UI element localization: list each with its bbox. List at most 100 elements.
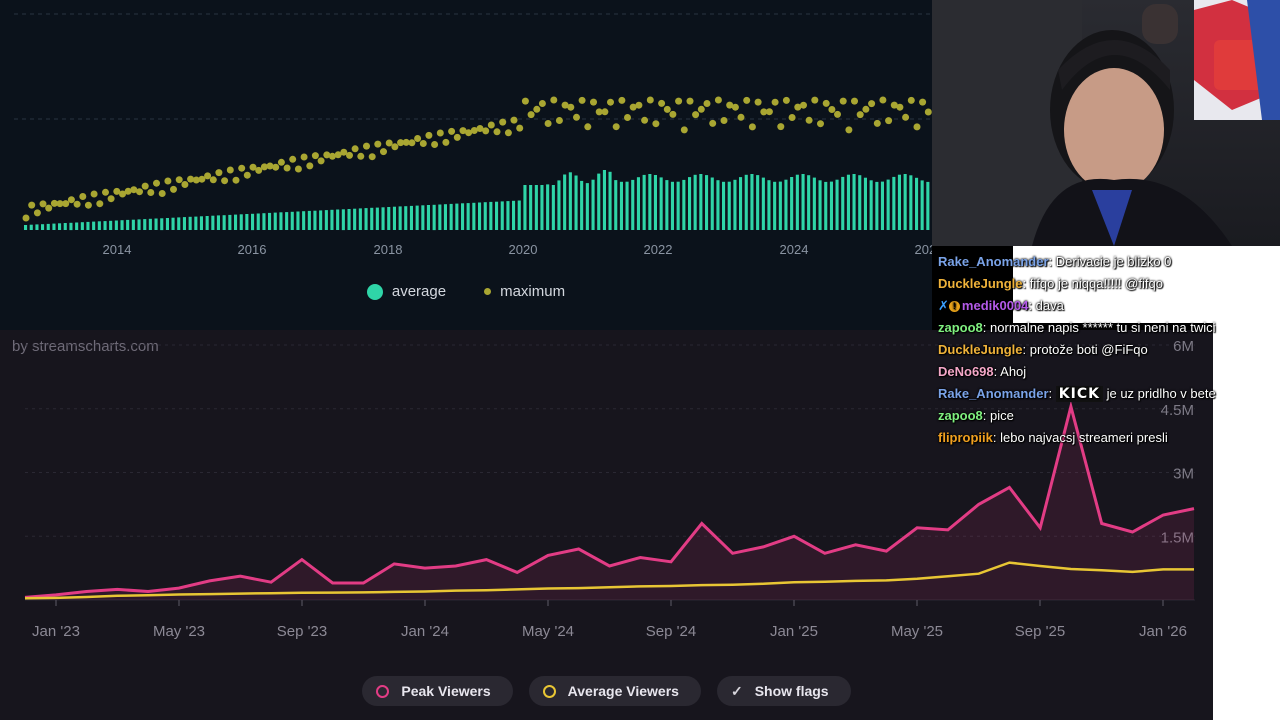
maximum-dot — [555, 117, 563, 124]
maximum-dot — [544, 120, 552, 127]
average-bar — [336, 209, 340, 230]
maximum-dot — [442, 138, 450, 146]
average-bar — [205, 216, 209, 230]
average-bar — [557, 180, 561, 230]
average-bar — [239, 214, 243, 230]
maximum-dot — [896, 103, 904, 111]
maximum-dot — [482, 127, 490, 135]
viewers-chart: by streamscharts.com 1.5M 3M 4.5M 6M Jan '2… — [0, 330, 1213, 720]
x-tick-label: Jan '23 — [32, 623, 80, 640]
x-tick-label: 2022 — [644, 242, 673, 257]
y-tick-label: 1.5M — [1161, 529, 1194, 546]
average-bar — [296, 211, 300, 230]
gridlines — [25, 344, 1195, 601]
average-bar — [835, 179, 839, 230]
average-bar — [324, 210, 328, 230]
yearly-viewers-chart: 2014 2016 2018 2020 2022 2024 2026 average max… — [0, 0, 932, 330]
x-tick-label: May '23 — [153, 623, 205, 640]
maximum-dot — [368, 153, 376, 161]
maximum-dot — [765, 108, 773, 116]
average-bar — [154, 218, 158, 230]
show-flags-toggle[interactable]: ✓ Show flags — [716, 676, 851, 706]
average-bar — [863, 177, 867, 230]
average-bar — [24, 225, 28, 230]
average-bars — [24, 170, 930, 231]
checkmark-icon: ✓ — [730, 682, 743, 699]
maximum-dot — [334, 151, 342, 159]
average-bar — [523, 185, 527, 230]
maximum-dot — [221, 177, 229, 185]
average-bar — [653, 175, 657, 230]
maximum-dot — [856, 111, 864, 119]
x-tick-label: 2026 — [915, 242, 932, 257]
maximum-dot — [124, 187, 132, 195]
maximum-dot — [919, 98, 927, 106]
maximum-dot — [817, 120, 824, 128]
average-bar — [126, 219, 130, 230]
average-bar — [818, 180, 822, 230]
y-tick-label: 6M — [1173, 338, 1194, 355]
average-bar — [80, 222, 84, 230]
maximum-dot — [862, 105, 870, 113]
average-bar — [608, 171, 612, 230]
maximum-dot — [380, 148, 387, 156]
maximum-dot — [187, 175, 195, 183]
average-bar — [790, 177, 794, 230]
average-bar — [120, 220, 124, 230]
average-viewers-toggle[interactable]: Average Viewers — [528, 676, 701, 706]
average-bar — [461, 203, 465, 230]
maximum-dot — [39, 200, 47, 208]
average-bar — [279, 212, 283, 230]
chat-message: zapoo8: normalne napis ****** tu si neni… — [938, 320, 1216, 335]
maximum-dot — [788, 114, 796, 121]
maximum-dot — [266, 162, 274, 170]
legend-maximum[interactable]: maximum — [484, 283, 565, 300]
subscriber-badge-icon: ! — [948, 301, 960, 313]
average-bar — [585, 183, 589, 230]
maximum-dot — [96, 200, 104, 208]
maximum-dot — [67, 196, 75, 204]
average-bar — [869, 180, 873, 230]
maximum-dot — [425, 131, 433, 139]
x-axis-labels: Jan '23 May '23 Sep '23 Jan '24 May '24 Sep '… — [32, 600, 1187, 640]
maximum-dot — [629, 103, 637, 111]
maximum-dot-icon — [484, 288, 492, 295]
x-tick-label: Sep '25 — [1015, 623, 1065, 640]
average-bar — [733, 179, 737, 230]
maximum-dot — [147, 189, 155, 196]
maximum-dot — [771, 98, 779, 106]
average-bar — [761, 177, 765, 230]
legend-average[interactable]: average — [366, 283, 446, 300]
average-bar — [466, 203, 470, 230]
maximum-dot — [873, 119, 881, 127]
average-bar — [846, 174, 850, 230]
maximum-dot — [402, 138, 410, 146]
maximum-dot — [760, 108, 768, 116]
chat-username: DeNo698 — [938, 364, 994, 379]
average-bar — [268, 212, 272, 230]
average-bar — [478, 202, 482, 230]
maximum-dot — [595, 108, 603, 116]
average-bar — [880, 181, 884, 230]
average-bar — [143, 219, 147, 230]
maximum-dot — [624, 114, 631, 121]
maximum-dot — [573, 113, 580, 121]
x-tick-label: 2018 — [374, 242, 403, 257]
average-bar — [341, 209, 345, 231]
average-bar — [171, 217, 175, 230]
average-bar — [750, 174, 754, 230]
average-bar — [165, 218, 169, 230]
maximum-dot — [323, 151, 331, 159]
maximum-dot — [499, 118, 507, 126]
x-tick-label: 2024 — [780, 242, 809, 257]
maximum-dot — [198, 175, 206, 183]
x-tick-label: Sep '23 — [277, 623, 327, 640]
maximum-dot — [374, 140, 382, 148]
average-bar — [597, 173, 601, 230]
average-bar — [273, 212, 277, 230]
peak-viewers-toggle[interactable]: Peak Viewers — [362, 676, 513, 706]
average-bar — [909, 175, 913, 230]
average-bar — [404, 206, 408, 230]
maximum-dot — [448, 127, 456, 135]
maximum-dot — [567, 103, 575, 111]
